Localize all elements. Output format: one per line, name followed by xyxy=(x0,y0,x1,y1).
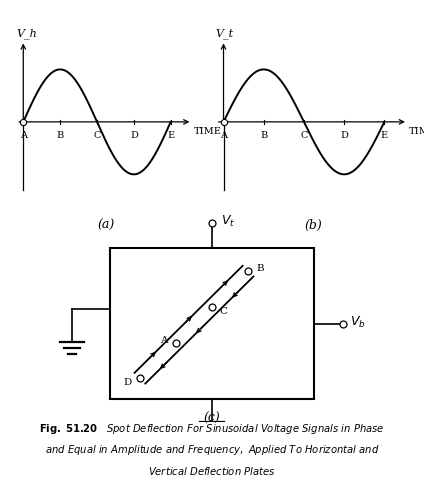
Text: TIME: TIME xyxy=(409,127,424,136)
Text: B: B xyxy=(56,131,64,140)
Text: D: D xyxy=(340,131,348,140)
Text: B: B xyxy=(260,131,268,140)
Text: $V_b$: $V_b$ xyxy=(350,314,365,329)
Text: C: C xyxy=(300,131,308,140)
Text: C: C xyxy=(220,306,228,315)
Text: A: A xyxy=(220,131,227,140)
Text: $\mathit{Vertical\ Deflection\ Plates}$: $\mathit{Vertical\ Deflection\ Plates}$ xyxy=(148,465,276,476)
Text: (a): (a) xyxy=(98,219,114,232)
Text: A: A xyxy=(20,131,27,140)
Text: E: E xyxy=(167,131,174,140)
Text: $\mathbf{Fig.\ 51.20}$$\quad$$\mathit{Spot\ Deflection\ For\ Sinusoidal\ Voltage: $\mathbf{Fig.\ 51.20}$$\quad$$\mathit{Sp… xyxy=(39,420,385,435)
Bar xyxy=(110,249,314,399)
Text: E: E xyxy=(381,131,388,140)
Text: D: D xyxy=(130,131,138,140)
Text: A: A xyxy=(160,335,168,344)
Text: V_h: V_h xyxy=(16,28,37,39)
Text: (c): (c) xyxy=(204,411,220,424)
Text: $\mathit{and\ Equal\ in\ Amplitude\ and\ Frequency,\ Applied\ To\ Horizontal\ an: $\mathit{and\ Equal\ in\ Amplitude\ and\… xyxy=(45,443,379,456)
Text: (b): (b) xyxy=(305,219,323,232)
Text: D: D xyxy=(124,377,132,386)
Text: B: B xyxy=(256,264,264,273)
Text: TIME: TIME xyxy=(193,127,221,136)
Text: C: C xyxy=(93,131,100,140)
Text: $V_t$: $V_t$ xyxy=(221,214,236,229)
Text: V_t: V_t xyxy=(216,28,234,39)
